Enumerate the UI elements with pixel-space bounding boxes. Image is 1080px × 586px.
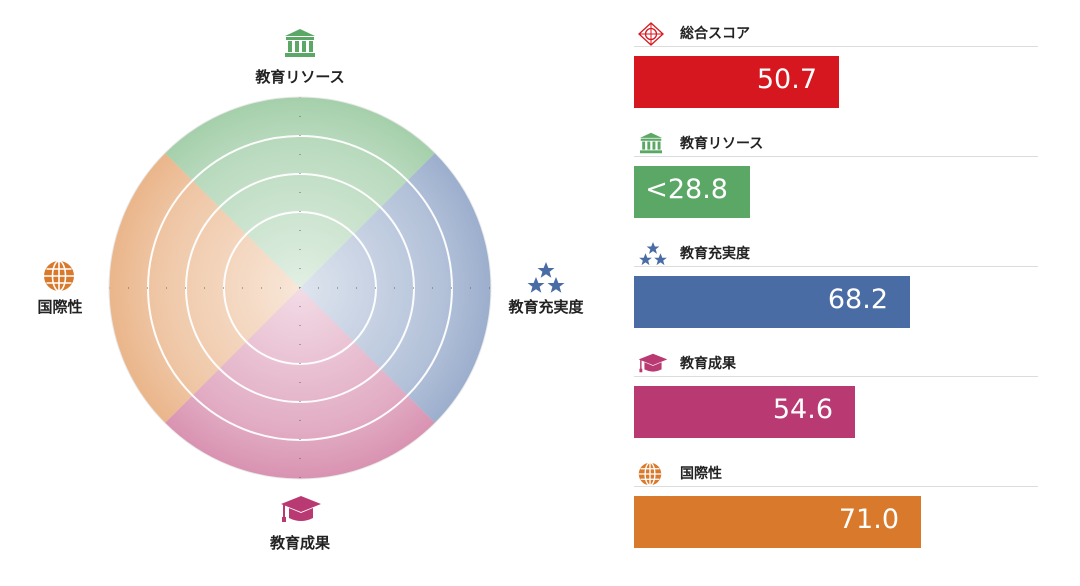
crosshair-diamond-icon (638, 22, 664, 46)
graduation-cap-icon (281, 496, 321, 522)
radar-sector-1 (300, 152, 492, 424)
score-bar: 50.7 (634, 56, 839, 108)
radar-label-education-outcomes: 教育成果 (269, 534, 330, 552)
score-bar: 71.0 (634, 496, 921, 548)
metric-header: 教育成果 (634, 348, 1038, 377)
radar-sector-2 (164, 288, 436, 480)
score-value: 54.6 (772, 394, 833, 425)
metric-name: 国際性 (680, 466, 722, 482)
university-building-icon (285, 29, 315, 57)
score-value: 50.7 (756, 64, 817, 95)
metric-name: 総合スコア (680, 26, 750, 42)
radar-chart (108, 96, 492, 480)
metric-header: 教育リソース (634, 128, 1038, 157)
university-building-icon (638, 132, 664, 154)
metric-header: 国際性 (634, 458, 1038, 487)
radar-outer-ring (108, 96, 492, 480)
metric-row: 教育充実度 68.2 (634, 238, 1038, 334)
score-value: 71.0 (838, 504, 899, 535)
metric-header: 教育充実度 (634, 238, 1038, 267)
metric-name: 教育成果 (680, 356, 736, 372)
metric-header: 総合スコア (634, 18, 1038, 47)
globe-icon (638, 462, 664, 486)
metric-name: 教育充実度 (680, 246, 750, 262)
score-bar: 68.2 (634, 276, 910, 328)
metric-row: 総合スコア 50.7 (634, 18, 1038, 114)
score-bar: 54.6 (634, 386, 855, 438)
score-value: <28.8 (645, 174, 728, 205)
radar-label-internationality: 国際性 (37, 298, 83, 316)
metric-name: 教育リソース (680, 136, 764, 152)
radar-label-education-resources: 教育リソース (255, 68, 345, 86)
metric-row: 教育リソース <28.8 (634, 128, 1038, 224)
globe-icon (44, 260, 74, 292)
metric-row: 教育成果 54.6 (634, 348, 1038, 444)
score-bar: <28.8 (634, 166, 750, 218)
score-bar-chart: 総合スコア 50.7 教育リソース <28.8 教育充実度 68.2 教育成果 54.6 国際性… (634, 0, 1038, 586)
metric-row: 国際性 71.0 (634, 458, 1038, 554)
stars-icon (527, 262, 565, 293)
score-value: 68.2 (827, 284, 888, 315)
stars-icon (638, 242, 667, 266)
radar-label-education-quality: 教育充実度 (508, 298, 584, 316)
graduation-cap-icon (638, 352, 668, 374)
